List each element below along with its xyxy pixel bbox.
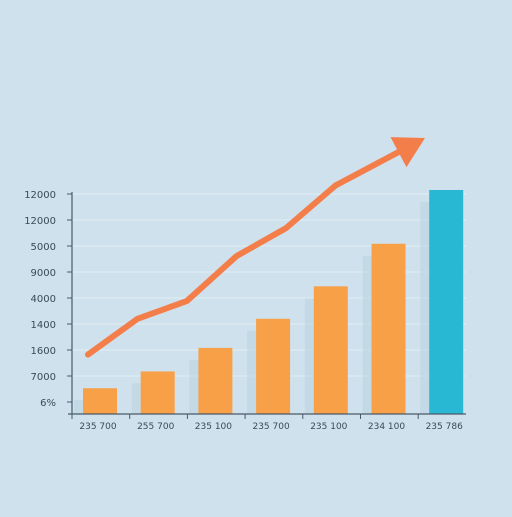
trend-line-tail [332, 149, 402, 189]
y-tick-label: 12000 [24, 190, 56, 201]
x-axis-tick-labels: 235 700 255 700 235 100 235 700 235 100 234 1… [79, 422, 463, 432]
x-tick-label: 235 100 [195, 422, 232, 432]
bar [83, 388, 117, 414]
y-axis-tick-labels: 12000 12000 5000 9000 4000 1400 1600 7000 6% [24, 190, 56, 409]
y-tick-label: 4000 [31, 294, 56, 305]
trend-arrow-head [390, 137, 425, 168]
y-tick-label: 6% [40, 398, 56, 409]
bar [371, 243, 406, 414]
x-tick-label: 235 786 [426, 422, 463, 432]
y-tick-label: 5000 [31, 242, 56, 253]
y-tick-label: 9000 [31, 268, 56, 279]
x-tick-label: 235 700 [252, 422, 289, 432]
trend-line [85, 182, 339, 358]
y-tick-label: 7000 [31, 372, 56, 383]
bar [198, 347, 233, 414]
y-tick-label: 1600 [31, 346, 56, 357]
trend-line-group [85, 137, 425, 358]
y-tick-label: 12000 [24, 216, 56, 227]
bar [313, 286, 348, 414]
x-tick-label: 235 100 [310, 422, 347, 432]
x-tick-label: 255 700 [137, 422, 174, 432]
bar [140, 371, 175, 414]
chart-bars [83, 190, 464, 414]
bar [256, 318, 291, 414]
chart-axes [67, 192, 466, 419]
x-tick-label: 234 100 [368, 422, 405, 432]
highlighted-bar [429, 190, 464, 414]
y-tick-label: 1400 [31, 320, 56, 331]
x-tick-label: 235 700 [79, 422, 116, 432]
